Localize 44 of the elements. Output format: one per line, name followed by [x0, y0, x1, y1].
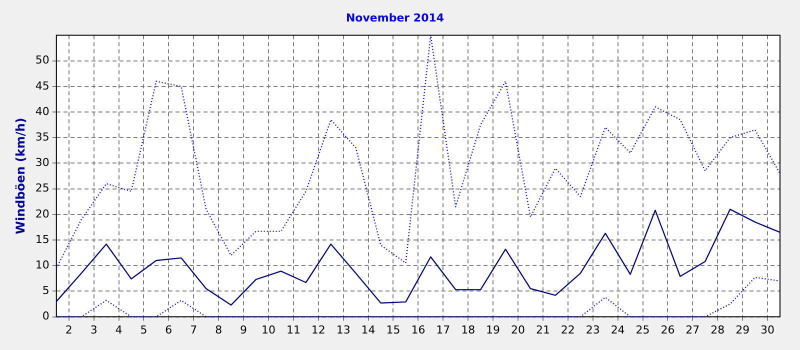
x-tick-label: 18: [461, 323, 476, 336]
y-tick-label: 30: [35, 156, 50, 170]
y-tick-label: 50: [35, 54, 50, 67]
y-tick-label: 25: [35, 182, 50, 195]
line-series: [56, 276, 781, 318]
x-tick-label: 22: [560, 323, 575, 336]
y-tick-label: 20: [35, 207, 50, 220]
x-tick-label: 12: [311, 323, 326, 336]
y-tick-label: 35: [35, 130, 50, 144]
y-tick-label: 0: [42, 310, 50, 323]
x-tick-label: 28: [710, 323, 725, 336]
x-tick-label: 10: [261, 323, 276, 336]
x-tick-label: 20: [511, 323, 526, 336]
x-tick-label: 9: [240, 323, 248, 336]
x-tick-label: 16: [411, 323, 426, 336]
x-tick-label: 19: [486, 323, 500, 336]
line-series: [56, 34, 781, 269]
x-tick-label: 21: [536, 323, 550, 336]
y-tick-label: 10: [35, 258, 50, 272]
x-tick-label: 2: [65, 323, 72, 336]
x-tick-label: 29: [736, 323, 750, 336]
x-tick-label: 25: [636, 323, 650, 336]
x-tick-label: 8: [215, 323, 222, 336]
x-tick-label: 15: [386, 323, 400, 336]
x-tick-label: 30: [760, 323, 775, 336]
x-tick-label: 6: [165, 323, 172, 336]
x-tick-label: 23: [586, 323, 600, 336]
x-tick-label: 26: [660, 323, 675, 336]
x-tick-label: 24: [610, 323, 625, 336]
x-tick-label: 3: [90, 323, 98, 336]
x-tick-label: 4: [115, 323, 122, 336]
y-tick-label: 15: [35, 232, 50, 246]
x-tick-label: 7: [190, 323, 198, 336]
y-tick-label: 45: [35, 79, 50, 92]
x-tick-label: 13: [336, 323, 350, 336]
y-axis-title: Windböen (km/h): [13, 118, 28, 234]
y-tick-label: 5: [42, 284, 50, 298]
x-tick-label: 14: [361, 323, 376, 336]
x-tick-label: 17: [436, 323, 450, 336]
y-tick-label: 40: [35, 104, 50, 118]
x-tick-label: 11: [286, 323, 300, 336]
chart-title: November 2014: [346, 11, 444, 24]
x-tick-label: 27: [686, 323, 700, 336]
x-tick-label: 5: [140, 323, 148, 336]
